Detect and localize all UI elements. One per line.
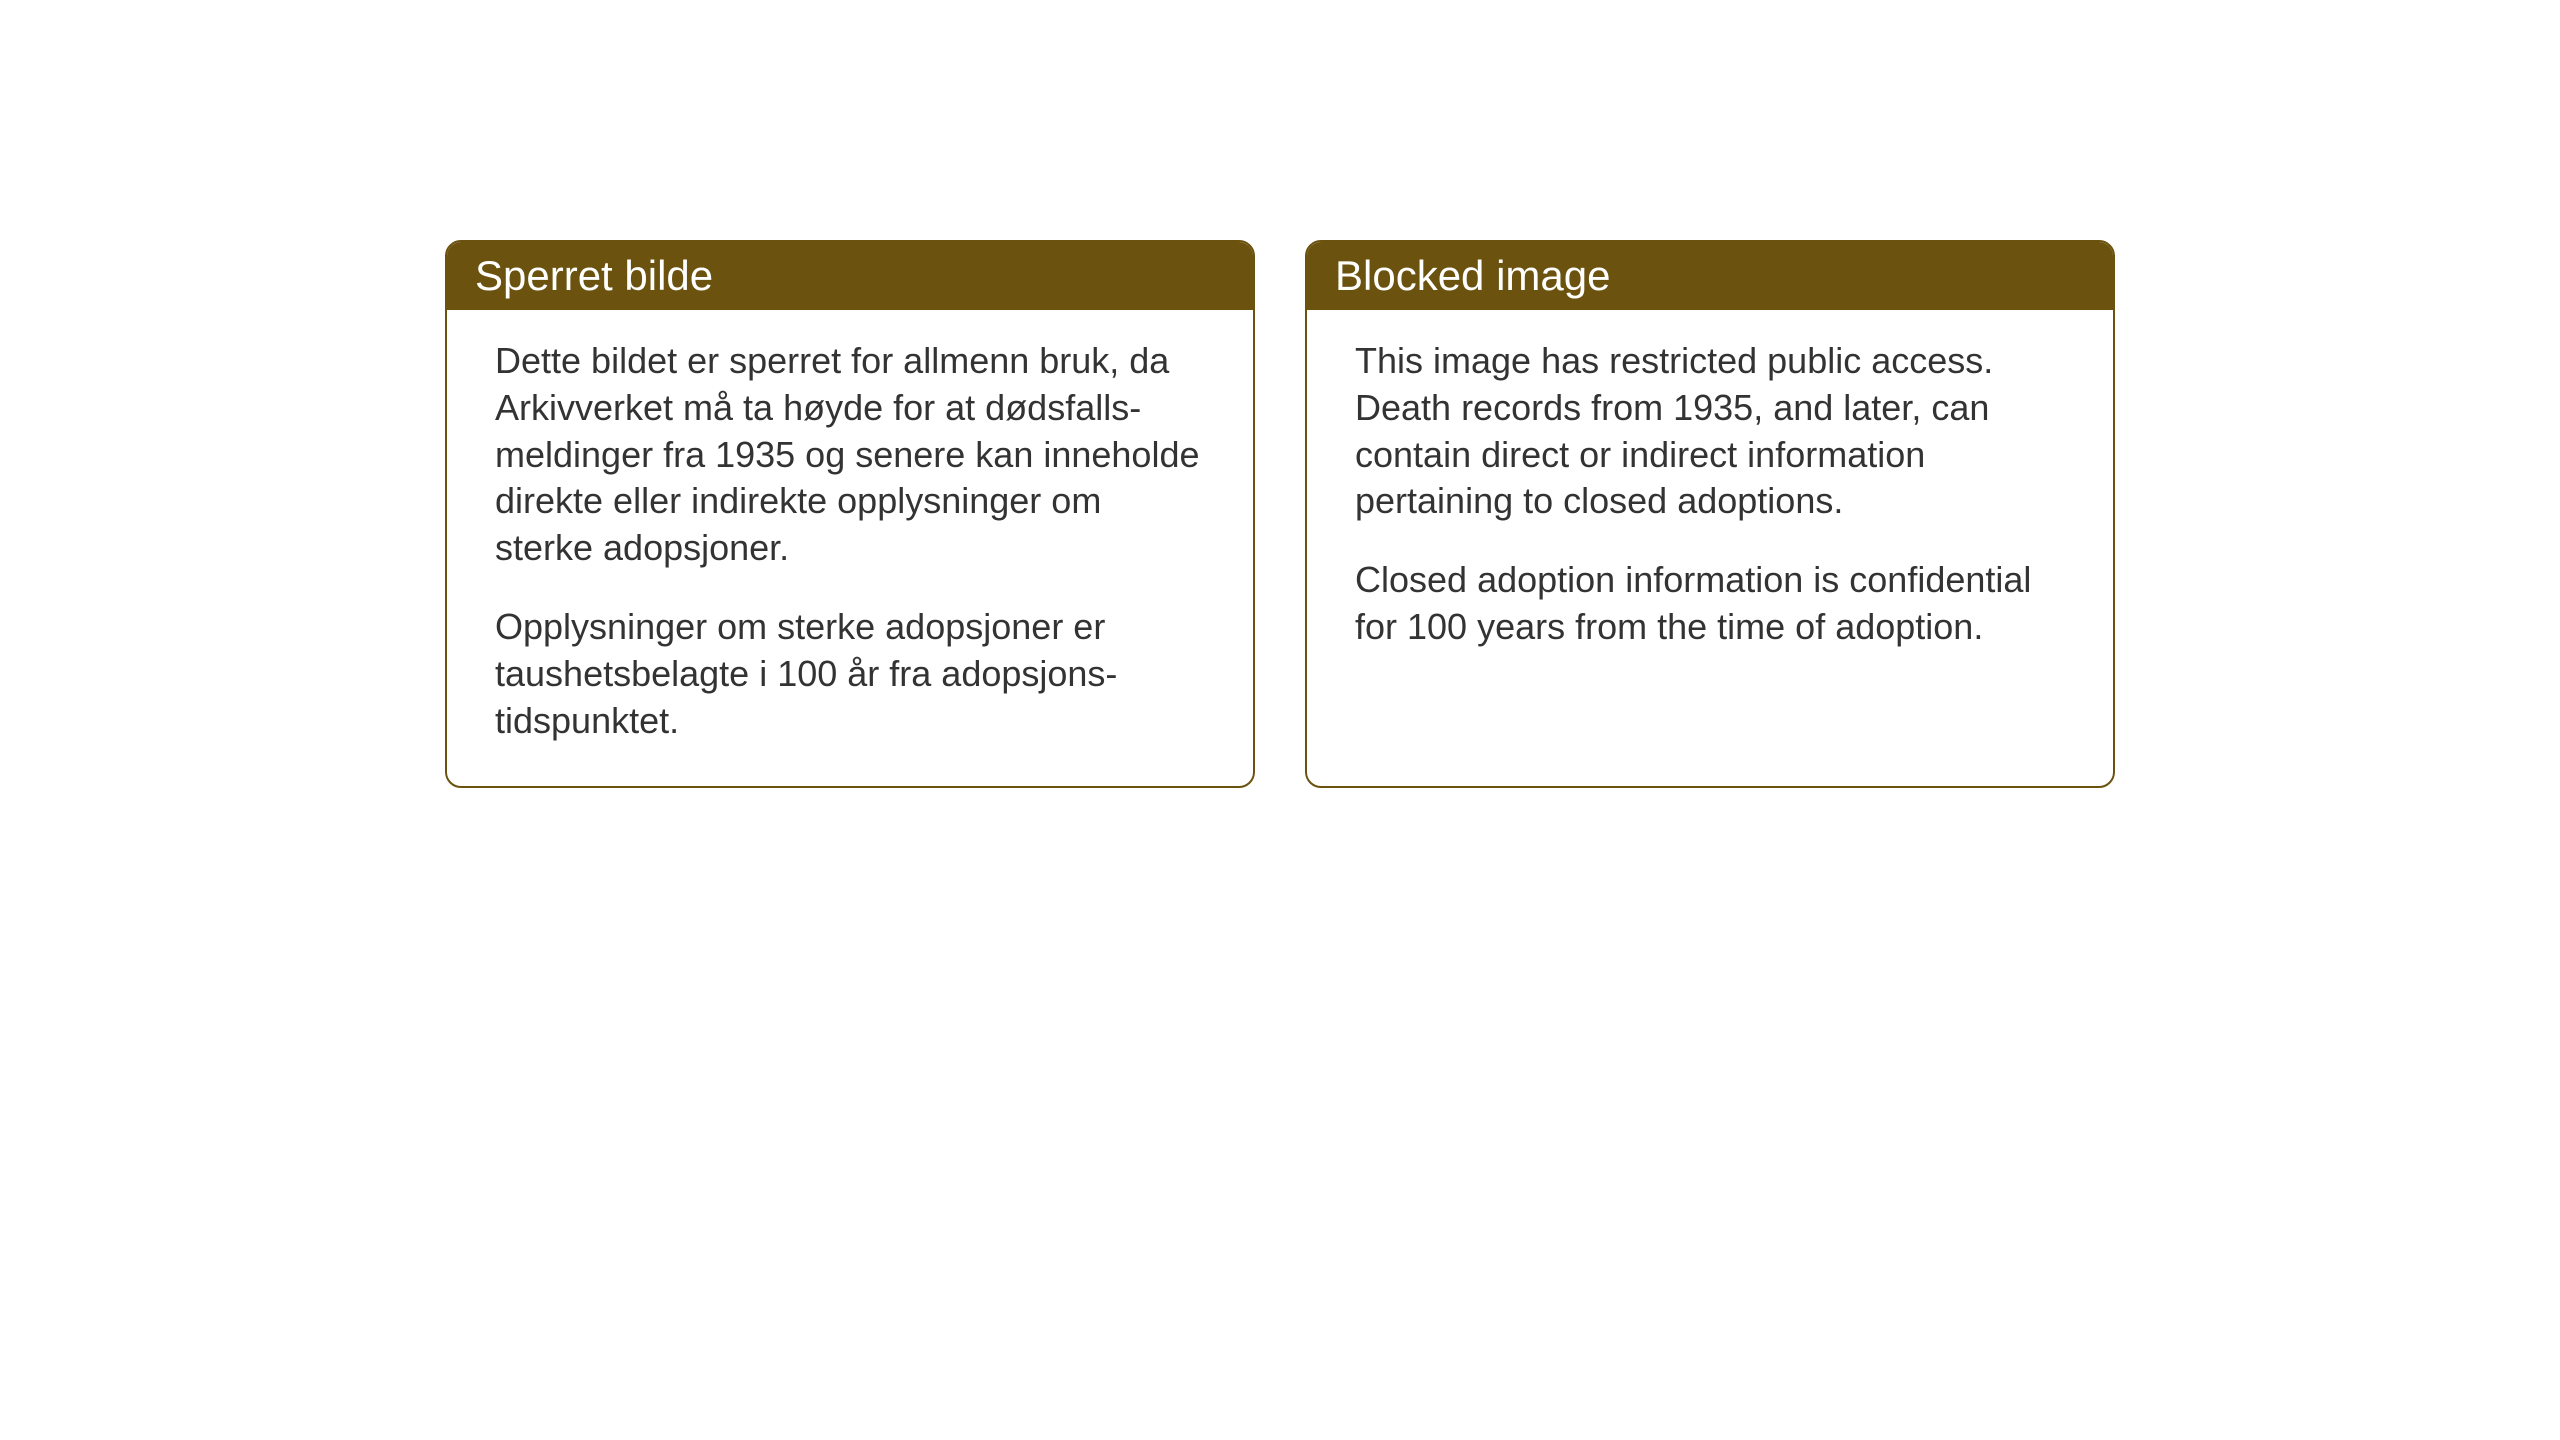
card-title-english: Blocked image: [1335, 252, 1610, 299]
card-header-english: Blocked image: [1307, 242, 2113, 310]
card-paragraph-2-norwegian: Opplysninger om sterke adopsjoner er tau…: [495, 604, 1205, 744]
cards-container: Sperret bilde Dette bildet er sperret fo…: [445, 240, 2115, 788]
card-english: Blocked image This image has restricted …: [1305, 240, 2115, 788]
card-title-norwegian: Sperret bilde: [475, 252, 713, 299]
card-header-norwegian: Sperret bilde: [447, 242, 1253, 310]
card-paragraph-1-english: This image has restricted public access.…: [1355, 338, 2065, 525]
card-norwegian: Sperret bilde Dette bildet er sperret fo…: [445, 240, 1255, 788]
card-body-english: This image has restricted public access.…: [1307, 310, 2113, 693]
card-body-norwegian: Dette bildet er sperret for allmenn bruk…: [447, 310, 1253, 786]
card-paragraph-1-norwegian: Dette bildet er sperret for allmenn bruk…: [495, 338, 1205, 572]
card-paragraph-2-english: Closed adoption information is confident…: [1355, 557, 2065, 651]
